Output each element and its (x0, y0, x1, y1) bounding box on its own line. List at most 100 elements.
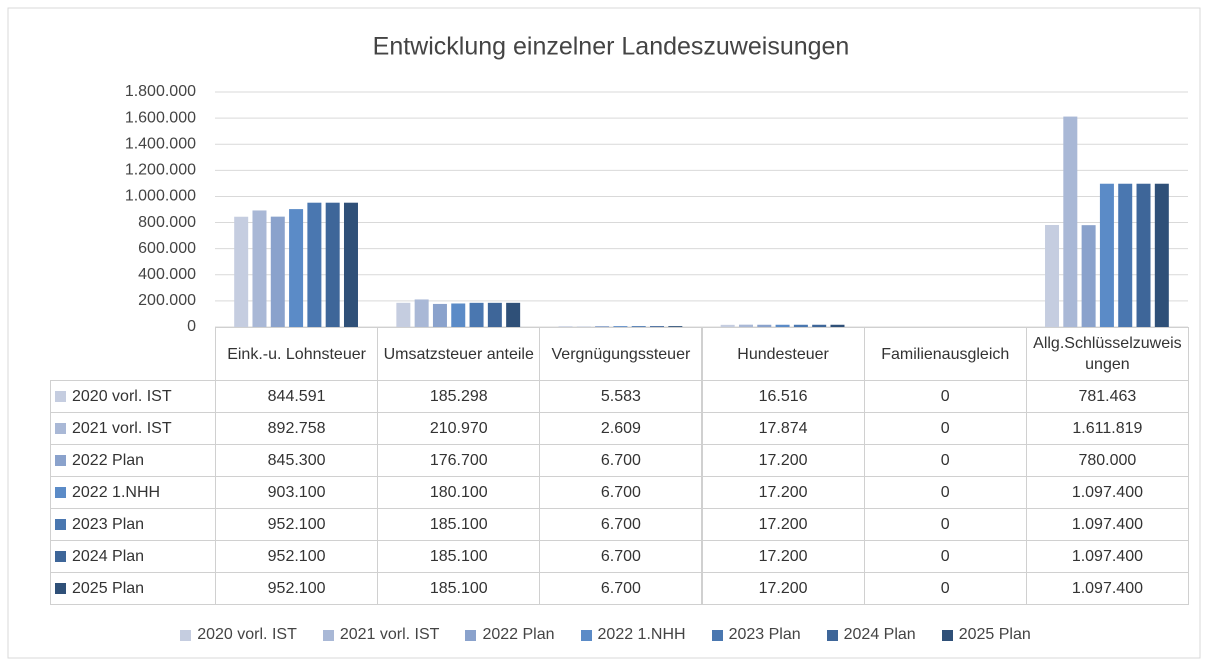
bar (451, 303, 466, 327)
legend-swatch (55, 519, 66, 530)
table-value: 0 (863, 540, 1027, 573)
table-value: 903.100 (215, 476, 379, 509)
legend-item: 2023 Plan (711, 626, 801, 644)
table-series-name: 2024 Plan (72, 548, 145, 565)
bar (1154, 183, 1169, 327)
table-series-name: 2021 vorl. IST (72, 420, 172, 437)
x-tick-label: Hundesteuer (701, 327, 865, 381)
table-value: 17.200 (701, 572, 865, 605)
legend-swatch (826, 629, 838, 641)
table-value: 1.097.400 (1025, 508, 1189, 541)
legend-item: 2020 vorl. IST (180, 626, 297, 644)
bar (289, 209, 304, 327)
table-value: 6.700 (539, 540, 703, 573)
table-series-key: 2023 Plan (50, 508, 216, 541)
table-value: 17.200 (701, 508, 865, 541)
y-tick-label: 200.000 (138, 292, 196, 309)
bar (1063, 116, 1078, 327)
table-value: 5.583 (539, 380, 703, 413)
y-tick-label: 0 (187, 318, 196, 335)
table-value: 1.097.400 (1025, 572, 1189, 605)
bar (757, 324, 772, 327)
legend-label: 2022 Plan (482, 626, 555, 643)
bar (343, 202, 358, 327)
table-series-key: 2020 vorl. IST (50, 380, 216, 413)
legend-swatch (465, 629, 477, 641)
table-value: 0 (863, 412, 1027, 445)
bar (307, 202, 322, 327)
bar (738, 324, 753, 327)
x-tick-label: Allg.Schlüsselzuweisungen (1025, 327, 1189, 381)
table-series-key: 2024 Plan (50, 540, 216, 573)
table-value: 0 (863, 444, 1027, 477)
bar (830, 324, 845, 327)
table-value: 1.097.400 (1025, 540, 1189, 573)
bar (668, 326, 683, 327)
table-series-key: 2022 1.NHH (50, 476, 216, 509)
table-value: 952.100 (215, 540, 379, 573)
bar (650, 326, 665, 327)
bar (1099, 183, 1114, 327)
table-value: 6.700 (539, 476, 703, 509)
y-tick-label: 600.000 (138, 240, 196, 257)
table-value: 176.700 (377, 444, 541, 477)
bar (1045, 224, 1060, 327)
y-tick-label: 1.200.000 (125, 162, 196, 179)
table-value: 845.300 (215, 444, 379, 477)
table-value: 0 (863, 572, 1027, 605)
table-value: 844.591 (215, 380, 379, 413)
y-tick-label: 1.000.000 (125, 188, 196, 205)
y-tick-label: 400.000 (138, 266, 196, 283)
legend-label: 2025 Plan (958, 626, 1031, 643)
table-value: 6.700 (539, 572, 703, 605)
table-value: 1.097.400 (1025, 476, 1189, 509)
legend-label: 2024 Plan (843, 626, 916, 643)
bar (631, 326, 646, 327)
legend-label: 2021 vorl. IST (339, 626, 440, 643)
legend-swatch (55, 583, 66, 594)
table-series-key: 2021 vorl. IST (50, 412, 216, 445)
bar (469, 302, 484, 327)
x-tick-label: Vergnügungssteuer (539, 327, 703, 381)
bar (1136, 183, 1151, 327)
legend-swatch (55, 391, 66, 402)
legend-label: 2020 vorl. IST (197, 626, 297, 643)
table-value: 185.298 (377, 380, 541, 413)
legend-swatch (55, 423, 66, 434)
bar (432, 303, 447, 327)
table-value: 16.516 (701, 380, 865, 413)
table-value: 185.100 (377, 572, 541, 605)
bar (270, 216, 285, 327)
chart-title: Entwicklung einzelner Landeszuweisungen (373, 33, 850, 61)
legend-item: 2024 Plan (826, 626, 916, 644)
table-series-name: 2025 Plan (72, 580, 145, 597)
table-value: 17.200 (701, 476, 865, 509)
x-tick-label: Umsatzsteuer anteile (377, 327, 541, 381)
table-value: 2.609 (539, 412, 703, 445)
table-series-name: 2022 1.NHH (72, 484, 161, 501)
bar (234, 216, 249, 327)
bar (775, 324, 790, 327)
bar (506, 302, 521, 327)
legend-swatch (55, 455, 66, 466)
y-tick-label: 1.600.000 (125, 109, 196, 126)
legend-item: 2025 Plan (941, 626, 1031, 644)
bar (487, 302, 502, 327)
table-series-name: 2022 Plan (72, 452, 145, 469)
table-value: 180.100 (377, 476, 541, 509)
table-value: 185.100 (377, 508, 541, 541)
legend-swatch (941, 629, 953, 641)
table-value: 892.758 (215, 412, 379, 445)
bar (325, 202, 340, 327)
table-value: 6.700 (539, 508, 703, 541)
table-value: 17.200 (701, 444, 865, 477)
table-value: 210.970 (377, 412, 541, 445)
bar (793, 324, 808, 327)
table-value: 0 (863, 508, 1027, 541)
table-value: 17.200 (701, 540, 865, 573)
table-series-key: 2025 Plan (50, 572, 216, 605)
x-tick-label: Eink.-u. Lohnsteuer (215, 327, 379, 381)
legend-label: 2023 Plan (728, 626, 801, 643)
y-tick-label: 1.800.000 (125, 83, 196, 100)
y-tick-label: 1.400.000 (125, 135, 196, 152)
